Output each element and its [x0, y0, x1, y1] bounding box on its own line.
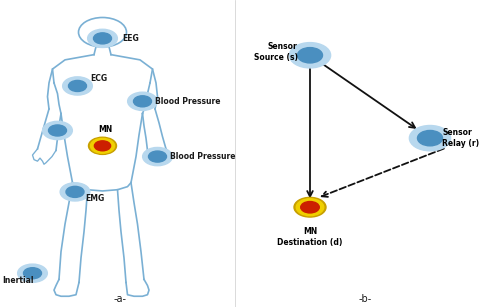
Text: ECG: ECG	[90, 74, 107, 83]
Circle shape	[298, 48, 322, 63]
Circle shape	[48, 125, 66, 136]
Text: Sensor
Source (s): Sensor Source (s)	[254, 42, 298, 62]
Circle shape	[418, 130, 442, 146]
Circle shape	[128, 92, 158, 111]
Text: Blood Pressure: Blood Pressure	[155, 97, 220, 106]
Circle shape	[60, 183, 90, 201]
Text: Blood Pressure: Blood Pressure	[170, 152, 235, 161]
Circle shape	[18, 264, 48, 282]
Circle shape	[24, 268, 42, 279]
Circle shape	[296, 199, 324, 216]
Text: -b-: -b-	[358, 294, 372, 304]
Circle shape	[88, 137, 117, 154]
Circle shape	[68, 80, 86, 91]
Circle shape	[66, 186, 84, 197]
Circle shape	[410, 126, 451, 151]
Circle shape	[142, 147, 172, 166]
Circle shape	[42, 121, 72, 140]
Circle shape	[148, 151, 166, 162]
Circle shape	[290, 43, 331, 68]
Circle shape	[62, 77, 92, 95]
Circle shape	[90, 138, 114, 153]
Text: Inertial: Inertial	[2, 276, 34, 286]
Circle shape	[294, 197, 326, 217]
Circle shape	[300, 201, 320, 213]
Circle shape	[88, 29, 118, 48]
Text: EMG: EMG	[85, 193, 104, 203]
Text: MN
Destination (d): MN Destination (d)	[278, 227, 342, 247]
Circle shape	[134, 96, 152, 107]
Circle shape	[94, 141, 110, 151]
Text: Sensor
Relay (r): Sensor Relay (r)	[442, 128, 480, 148]
Circle shape	[94, 33, 112, 44]
Text: -a-: -a-	[114, 294, 126, 304]
Text: EEG: EEG	[122, 34, 139, 43]
Text: MN: MN	[98, 125, 112, 134]
